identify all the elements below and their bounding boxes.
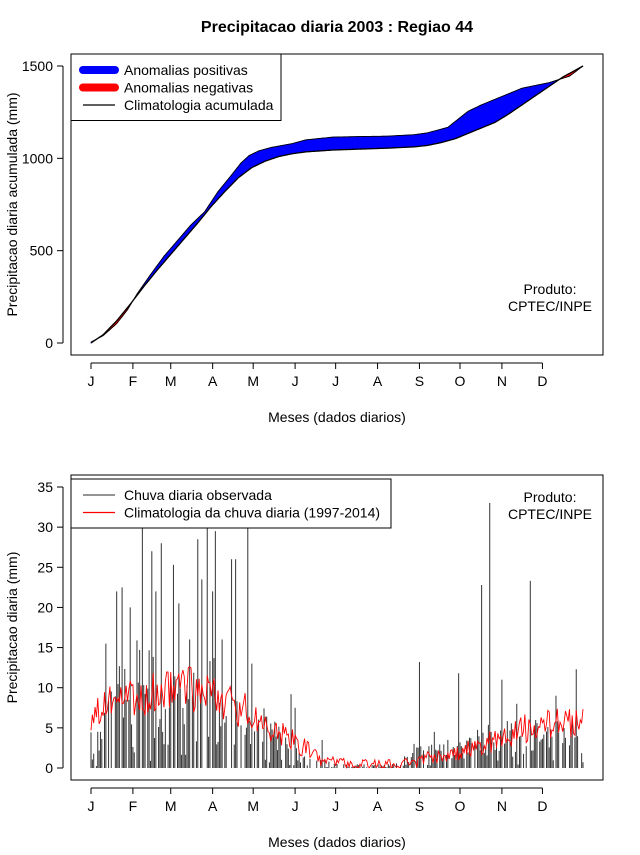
x-tick-label: F	[129, 798, 138, 814]
annotation-text: Produto:	[524, 281, 577, 297]
legend-box	[70, 478, 392, 529]
y-tick-label: 10	[37, 680, 53, 696]
x-tick-label: S	[415, 373, 424, 389]
x-tick-label: M	[165, 798, 177, 814]
y-tick-label: 30	[37, 519, 53, 535]
x-tick-label: M	[165, 373, 177, 389]
x-tick-label: J	[292, 798, 299, 814]
legend-label: Climatologia acumulada	[124, 97, 274, 113]
y-tick-label: 15	[37, 640, 53, 656]
x-tick-label: A	[373, 373, 383, 389]
legend-label: Chuva diaria observada	[124, 487, 272, 503]
y-tick-label: 5	[45, 720, 53, 736]
y-tick-label: 1500	[22, 58, 53, 74]
x-tick-label: A	[373, 798, 383, 814]
daily-chart: 0 5 10 15 20 25 30 35 J F M A M J J A S O N D Meses (dados d…	[4, 474, 604, 850]
y-tick-label: 25	[37, 559, 53, 575]
observed-cumulative-line	[90, 65, 584, 343]
x-tick-label: A	[208, 798, 218, 814]
legend-label: Anomalias negativas	[124, 80, 253, 96]
plot-frame	[70, 53, 604, 356]
y-axis-label: Precipitacao diaria (mm)	[4, 552, 20, 704]
y-tick-label: 0	[45, 335, 53, 351]
x-tick-label: O	[455, 373, 466, 389]
x-tick-label: J	[332, 798, 339, 814]
observed-daily-bars	[90, 503, 584, 768]
y-tick-label: 500	[30, 243, 54, 259]
figure-title: Precipitacao diaria 2003 : Regiao 44	[201, 19, 473, 36]
x-tick-label: D	[537, 373, 547, 389]
y-tick-label: 20	[37, 599, 53, 615]
x-axis-label: Meses (dados diarios)	[268, 834, 406, 850]
cumulative-chart: 0 500 1000 1500 J F M A M J J A S O N D Meses (dados dia…	[4, 53, 604, 425]
climatology-cumulative-line	[90, 65, 584, 344]
y-tick-label: 35	[37, 479, 53, 495]
legend-label: Climatologia da chuva diaria (1997-2014)	[124, 505, 380, 521]
climatology-daily-line	[90, 666, 584, 769]
x-tick-label: J	[88, 798, 95, 814]
x-tick-label: A	[208, 373, 218, 389]
x-axis-label: Meses (dados diarios)	[268, 409, 406, 425]
x-tick-label: S	[415, 798, 424, 814]
annotation-text: CPTEC/INPE	[508, 298, 592, 314]
x-tick-label: M	[247, 373, 259, 389]
annotation-text: Produto:	[524, 489, 577, 505]
x-tick-label: M	[247, 798, 259, 814]
y-axis-label: Precipitacao diaria acumulada (mm)	[4, 92, 20, 316]
x-tick-label: O	[455, 798, 466, 814]
y-tick-label: 1000	[22, 150, 53, 166]
x-tick-label: J	[332, 373, 339, 389]
legend-label: Anomalias positivas	[124, 62, 248, 78]
y-tick-label: 0	[45, 760, 53, 776]
x-tick-label: N	[497, 798, 507, 814]
x-tick-label: N	[497, 373, 507, 389]
plot-frame	[70, 474, 604, 781]
annotation-text: CPTEC/INPE	[508, 506, 592, 522]
x-tick-label: J	[292, 373, 299, 389]
x-tick-label: J	[88, 373, 95, 389]
x-tick-label: F	[129, 373, 138, 389]
x-tick-label: D	[537, 798, 547, 814]
